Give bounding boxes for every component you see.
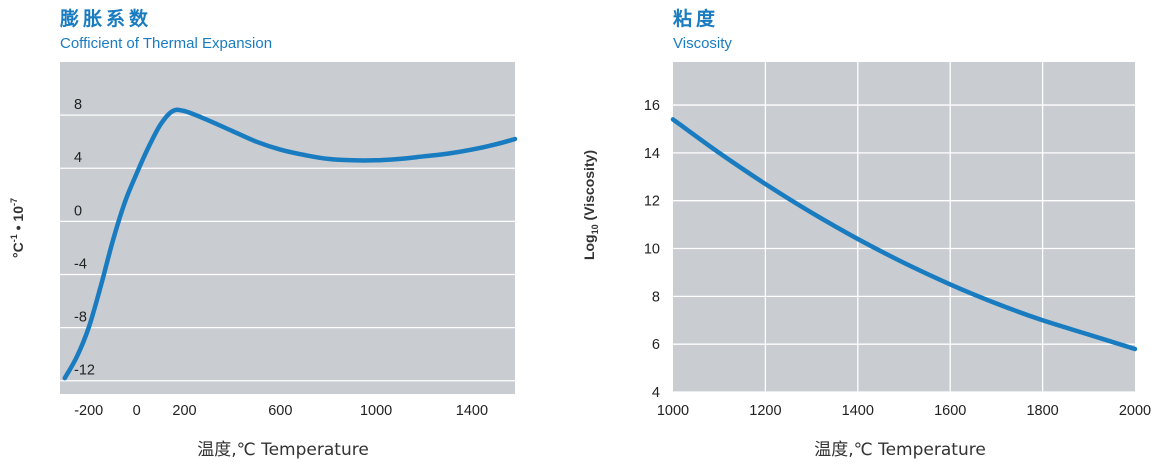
cte-subtitle: Cofficient of Thermal Expansion — [60, 35, 272, 52]
vis-x-tick-label: 1800 — [1026, 403, 1058, 419]
cte-x-tick-label: 200 — [172, 403, 196, 419]
cte-y-axis-label: °C-1 • 10-7 — [9, 198, 26, 258]
viscosity-y-ticks: 16 14 12 10 8 6 4 — [644, 98, 660, 401]
vis-y-tick-label: 14 — [644, 146, 660, 162]
cte-x-tick-label: 600 — [268, 403, 292, 419]
cte-x-tick-label: 1000 — [360, 403, 392, 419]
cte-x-tick-label: 1400 — [456, 403, 488, 419]
viscosity-chart: 粘度 Viscosity 16 14 12 10 8 6 4 1000 1200 1400 160… — [581, 7, 1151, 460]
cte-ylabel-exp2: -7 — [9, 198, 19, 206]
cte-x-axis-label: 温度,℃ Temperature — [197, 440, 369, 460]
cte-y-tick-label: -8 — [74, 310, 87, 326]
viscosity-plot-area — [673, 62, 1135, 392]
vis-y-tick-label: 4 — [652, 385, 660, 401]
cte-title: 膨胀系数 — [59, 7, 152, 30]
cte-ylabel-factor: • 10 — [10, 206, 26, 234]
cte-y-tick-label: 8 — [74, 97, 82, 113]
cte-chart: 膨胀系数 Cofficient of Thermal Expansion 8 4 0… — [9, 7, 518, 460]
cte-y-tick-label: -4 — [74, 256, 87, 272]
vis-series-line — [670, 117, 1138, 352]
cte-series-group — [62, 107, 518, 381]
vis-y-tick-label: 8 — [652, 289, 660, 305]
cte-y-tick-label: 4 — [74, 150, 82, 166]
cte-series-line — [62, 107, 518, 381]
viscosity-grid — [673, 62, 1135, 393]
cte-ylabel-unit: °C — [10, 242, 26, 258]
cte-plot-area — [60, 62, 515, 394]
vis-x-tick-label: 1400 — [842, 403, 874, 419]
cte-x-tick-label: -200 — [74, 403, 103, 419]
viscosity-y-axis-label: Log10 (Viscosity) — [581, 150, 600, 260]
cte-x-ticks: -200 0 200 600 1000 1400 — [74, 403, 488, 419]
cte-ylabel-exp1: -1 — [9, 234, 19, 242]
cte-grid — [60, 114, 515, 382]
viscosity-subtitle: Viscosity — [673, 35, 732, 52]
cte-y-tick-label: 0 — [74, 203, 82, 219]
vis-x-tick-label: 1600 — [934, 403, 966, 419]
vis-y-tick-label: 12 — [644, 194, 660, 210]
viscosity-x-ticks: 1000 1200 1400 1600 1800 2000 — [657, 403, 1151, 419]
vis-x-tick-label: 1200 — [749, 403, 781, 419]
cte-y-tick-label: -12 — [74, 363, 95, 379]
vis-y-tick-label: 6 — [652, 337, 660, 353]
viscosity-ylabel-quantity: (Viscosity) — [581, 150, 597, 224]
viscosity-ylabel-log: Log — [581, 234, 597, 260]
vis-y-tick-label: 16 — [644, 98, 660, 114]
viscosity-ylabel-base: 10 — [590, 224, 600, 234]
cte-y-ticks: 8 4 0 -4 -8 -12 — [74, 97, 95, 379]
viscosity-title: 粘度 — [673, 7, 719, 30]
vis-x-tick-label: 2000 — [1119, 403, 1151, 419]
vis-x-tick-label: 1000 — [657, 403, 689, 419]
cte-x-tick-label: 0 — [133, 403, 141, 419]
viscosity-series-group — [670, 117, 1138, 352]
viscosity-x-axis-label: 温度,℃ Temperature — [814, 440, 986, 460]
vis-y-tick-label: 10 — [644, 242, 660, 258]
